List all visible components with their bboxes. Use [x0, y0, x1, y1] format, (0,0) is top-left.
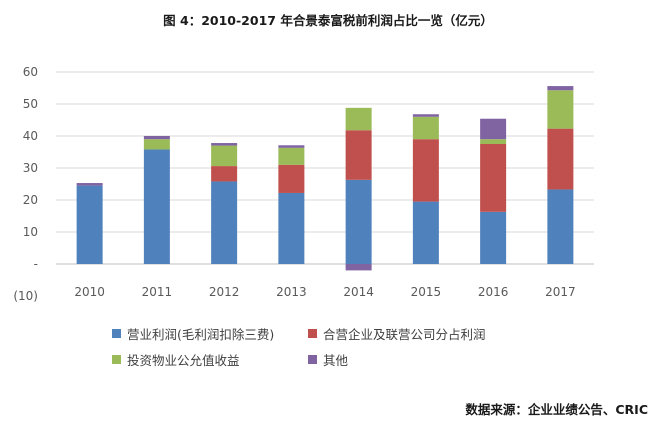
- bar-segment-2015-series-2: [412, 116, 439, 140]
- legend-label: 其他: [323, 353, 349, 368]
- bar-segment-2011-series-3: [143, 136, 170, 140]
- x-tick-label: 2017: [545, 285, 576, 299]
- legend-label: 营业利润(毛利润扣除三费): [127, 327, 275, 342]
- legend-label: 合营企业及联营公司分占利润: [323, 327, 486, 342]
- y-axis-ticks: 60 50 40 30 20 10 - (10): [13, 65, 38, 303]
- legend-swatch: [308, 329, 317, 338]
- bar-segment-2012-series-0: [211, 181, 238, 264]
- y-tick-label: 50: [23, 97, 38, 111]
- legend-item-fair-value-gain: 投资物业公允值收益: [112, 350, 308, 369]
- bar-segment-2017-series-1: [547, 128, 574, 190]
- bar-segment-2012-series-3: [211, 143, 238, 146]
- x-tick-label: 2014: [343, 285, 374, 299]
- legend-label: 投资物业公允值收益: [127, 353, 240, 368]
- y-tick-label: 60: [23, 65, 38, 79]
- legend-item-operating-profit: 营业利润(毛利润扣除三费): [112, 324, 308, 343]
- bar-segment-2016-series-1: [480, 144, 507, 212]
- y-tick-label: 10: [23, 225, 38, 239]
- x-tick-label: 2016: [478, 285, 509, 299]
- bar-segment-2010-series-0: [76, 185, 103, 264]
- bar-segment-2012-series-2: [211, 145, 238, 167]
- y-tick-label: (10): [13, 289, 38, 303]
- bar-segment-2010-series-3: [76, 183, 103, 186]
- bar-segment-2013-series-1: [278, 164, 305, 193]
- bar-segment-2014-series-1: [345, 130, 372, 180]
- x-tick-label: 2011: [142, 285, 173, 299]
- bar-segment-2011-series-0: [143, 149, 170, 264]
- bar-segment-2013-series-3: [278, 145, 305, 148]
- legend-swatch: [112, 355, 121, 364]
- bar-segment-2014-series-2: [345, 107, 372, 131]
- y-tick-label: 40: [23, 129, 38, 143]
- gridlines: [56, 71, 594, 265]
- bar-segment-2015-series-1: [412, 139, 439, 202]
- bar-segment-2016-series-3: [480, 118, 507, 140]
- chart-title: 图 4：2010-2017 年合景泰富税前利润占比一览（亿元）: [163, 13, 493, 28]
- legend-item-other: 其他: [308, 350, 538, 369]
- y-tick-label: 30: [23, 161, 38, 175]
- bar-segment-2017-series-3: [547, 86, 574, 91]
- bar-segment-2015-series-3: [412, 114, 439, 117]
- legend-item-jv-share: 合营企业及联营公司分占利润: [308, 324, 538, 343]
- bar-segment-2016-series-2: [480, 139, 507, 144]
- bar-segment-2014-series-3: [345, 264, 372, 271]
- x-tick-label: 2012: [209, 285, 240, 299]
- x-axis-ticks: 2010 2011 2012 2013 2014 2015 2016 2017: [74, 285, 575, 299]
- bar-segment-2013-series-0: [278, 192, 305, 264]
- bar-segment-2015-series-0: [412, 201, 439, 264]
- legend-swatch: [112, 329, 121, 338]
- legend: 营业利润(毛利润扣除三费) 合营企业及联营公司分占利润 投资物业公允值收益 其他: [112, 324, 572, 369]
- bars: [76, 86, 574, 271]
- bar-segment-2013-series-2: [278, 147, 305, 165]
- y-tick-label: 20: [23, 193, 38, 207]
- bar-segment-2011-series-2: [143, 139, 170, 150]
- bar-segment-2016-series-0: [480, 211, 507, 264]
- legend-swatch: [308, 355, 317, 364]
- y-tick-label: -: [34, 257, 38, 271]
- bar-segment-2012-series-1: [211, 166, 238, 182]
- x-tick-label: 2015: [411, 285, 442, 299]
- bar-segment-2017-series-2: [547, 90, 574, 129]
- source-note: 数据来源：企业业绩公告、CRIC: [465, 402, 648, 417]
- bar-segment-2017-series-0: [547, 189, 574, 264]
- x-tick-label: 2013: [276, 285, 307, 299]
- x-tick-label: 2010: [74, 285, 105, 299]
- bar-segment-2014-series-0: [345, 179, 372, 264]
